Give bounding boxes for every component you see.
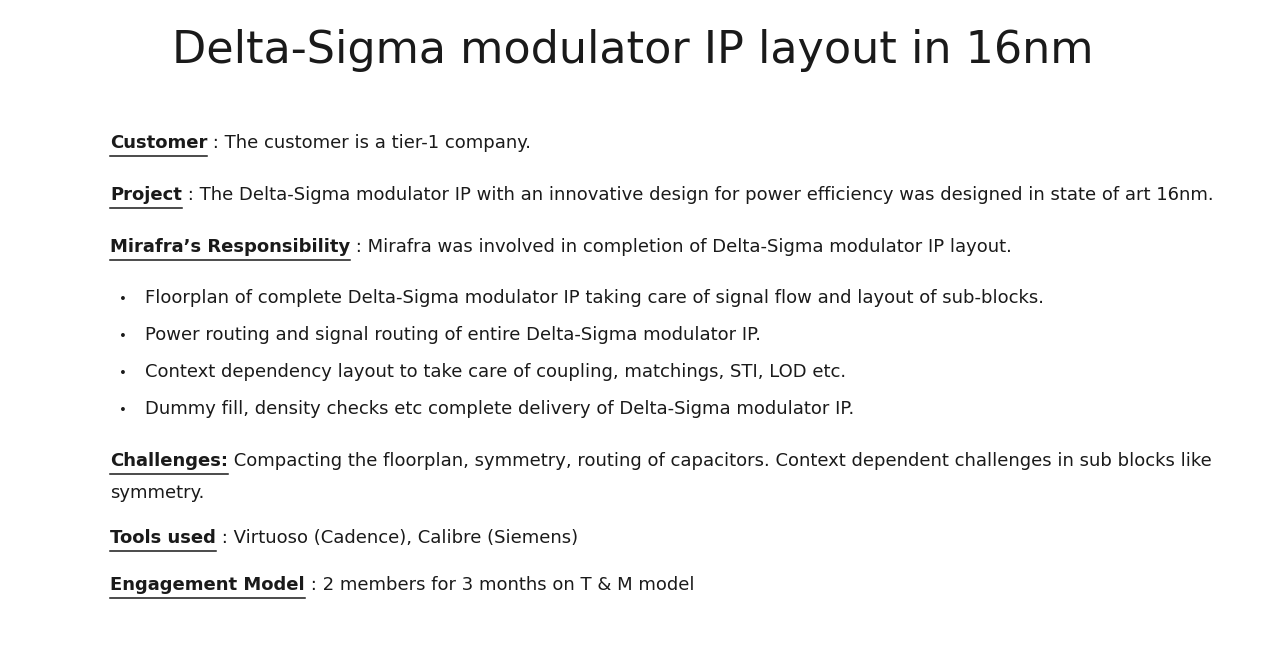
Text: Customer: Customer bbox=[110, 134, 207, 152]
Text: Floorplan of complete Delta-Sigma modulator IP taking care of signal flow and la: Floorplan of complete Delta-Sigma modula… bbox=[145, 289, 1044, 307]
Text: Challenges:: Challenges: bbox=[110, 452, 228, 470]
Text: •: • bbox=[119, 366, 126, 380]
Text: Dummy fill, density checks etc complete delivery of Delta-Sigma modulator IP.: Dummy fill, density checks etc complete … bbox=[145, 400, 854, 418]
Text: Tools used: Tools used bbox=[110, 529, 216, 547]
Text: Power routing and signal routing of entire Delta-Sigma modulator IP.: Power routing and signal routing of enti… bbox=[145, 326, 762, 344]
Text: : Mirafra was involved in completion of Delta-Sigma modulator IP layout.: : Mirafra was involved in completion of … bbox=[350, 238, 1012, 256]
Text: •: • bbox=[119, 292, 126, 306]
Text: : Virtuoso (Cadence), Calibre (Siemens): : Virtuoso (Cadence), Calibre (Siemens) bbox=[216, 529, 578, 547]
Text: : 2 members for 3 months on T & M model: : 2 members for 3 months on T & M model bbox=[305, 576, 694, 594]
Text: Engagement Model: Engagement Model bbox=[110, 576, 305, 594]
Text: Compacting the floorplan, symmetry, routing of capacitors. Context dependent cha: Compacting the floorplan, symmetry, rout… bbox=[228, 452, 1212, 470]
Text: •: • bbox=[119, 329, 126, 343]
Text: Context dependency layout to take care of coupling, matchings, STI, LOD etc.: Context dependency layout to take care o… bbox=[145, 363, 846, 381]
Text: Delta-Sigma modulator IP layout in 16nm: Delta-Sigma modulator IP layout in 16nm bbox=[172, 29, 1093, 72]
Text: : The Delta-Sigma modulator IP with an innovative design for power efficiency wa: : The Delta-Sigma modulator IP with an i… bbox=[182, 186, 1213, 204]
Text: Mirafra’s Responsibility: Mirafra’s Responsibility bbox=[110, 238, 350, 256]
Text: : The customer is a tier-1 company.: : The customer is a tier-1 company. bbox=[207, 134, 531, 152]
Text: symmetry.: symmetry. bbox=[110, 484, 205, 502]
Text: Project: Project bbox=[110, 186, 182, 204]
Text: •: • bbox=[119, 403, 126, 417]
